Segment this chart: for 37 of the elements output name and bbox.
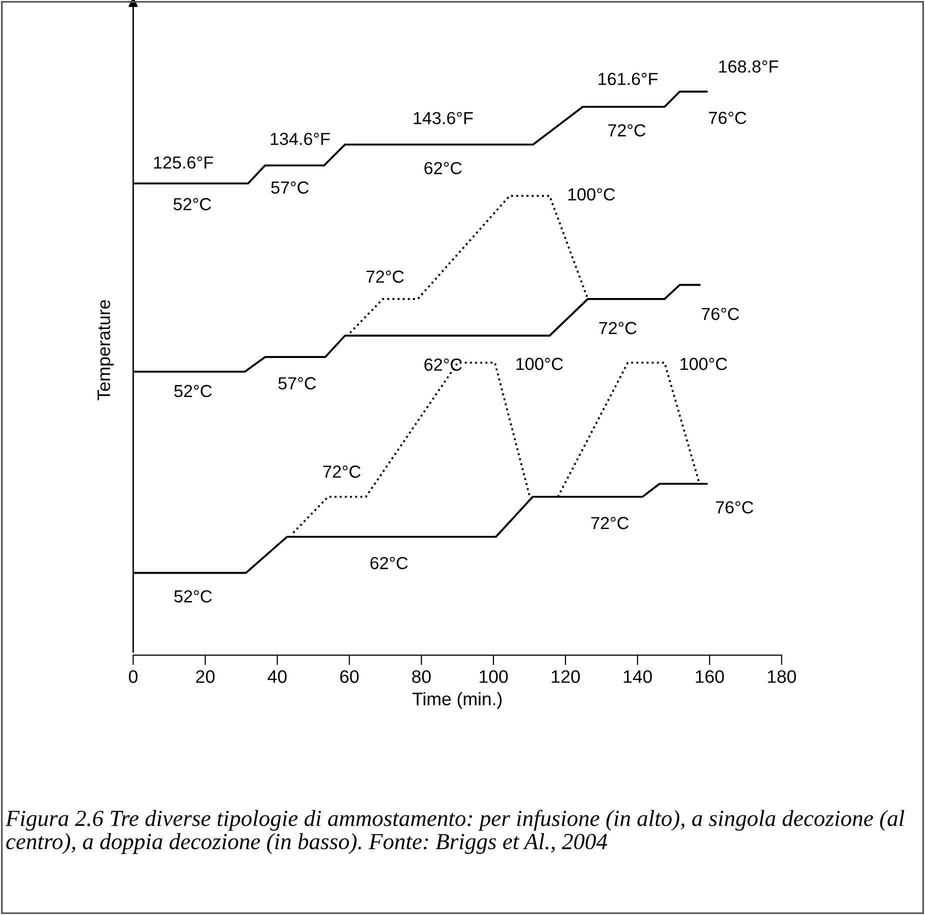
x-tick-label: 60 xyxy=(340,670,359,683)
annotation: 76°C xyxy=(716,501,754,514)
annotation: 72°C xyxy=(591,516,629,530)
annotation: 72°C xyxy=(608,124,646,136)
annotation: 100°C xyxy=(516,358,563,370)
annotation: 161.6°F xyxy=(598,72,658,86)
x-tick-label: 0 xyxy=(128,670,138,683)
x-tick-label: 40 xyxy=(268,670,287,683)
x-tick-label: 100 xyxy=(480,670,508,683)
x-tick-label: 140 xyxy=(624,670,652,683)
annotation: 143.6°F xyxy=(414,112,473,124)
x-tick-label: 20 xyxy=(196,670,215,683)
x-tick-label: 180 xyxy=(768,670,796,683)
x-axis-title: Time (min.) xyxy=(412,692,502,709)
annotation: 72°C xyxy=(323,466,361,478)
annotation: 52°C xyxy=(174,384,212,398)
text: Figura 2.6 Tre diverse tipologie di ammostamento: per infusione (in alto), a singola decozione (al centro), a doppia decozione (in basso). Fonte: Briggs et Al., 2004 xyxy=(5,810,904,854)
annotation: 100°C xyxy=(568,188,615,201)
annotation: 125.6°F xyxy=(154,156,214,169)
annotation: 72°C xyxy=(366,270,404,283)
annotation: 100°C xyxy=(680,358,727,370)
x-tick-label: 160 xyxy=(696,670,724,683)
x-tick-label: 120 xyxy=(552,670,580,683)
annotation: 76°C xyxy=(709,112,746,124)
annotation: 62°C xyxy=(424,358,462,371)
annotation: 76°C xyxy=(702,308,740,320)
y-axis-title: Temperature xyxy=(98,300,114,400)
annotation: 62°C xyxy=(370,556,408,570)
annotation: 52°C xyxy=(174,590,212,603)
annotation: 57°C xyxy=(278,377,316,390)
x-tick-label: 80 xyxy=(412,670,431,683)
annotation: 72°C xyxy=(599,322,636,334)
annotation: 134.6°F xyxy=(270,132,330,146)
annotation: 168.8°F xyxy=(719,60,778,73)
annotation: 62°C xyxy=(424,162,462,174)
annotation: 57°C xyxy=(271,181,309,194)
annotation: 52°C xyxy=(174,198,212,210)
